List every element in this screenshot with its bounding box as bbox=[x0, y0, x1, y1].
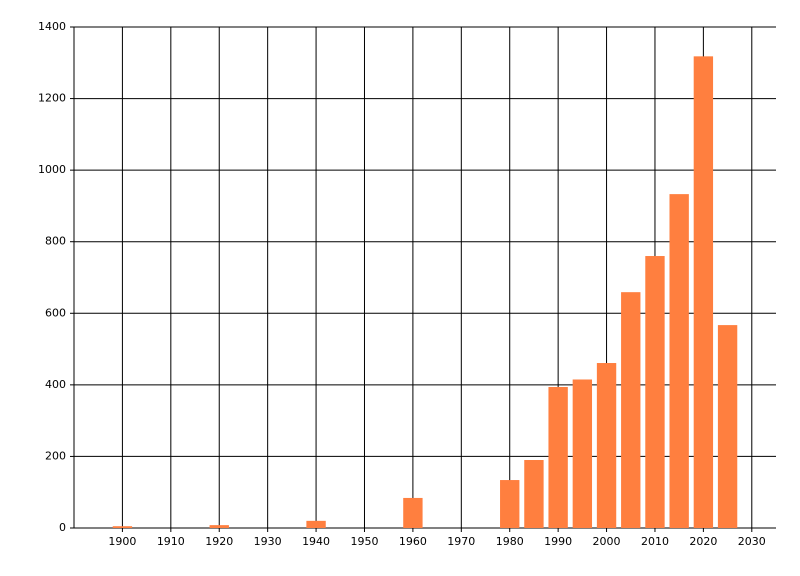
bar bbox=[112, 526, 133, 528]
x-tick-label: 1970 bbox=[447, 535, 475, 548]
bar bbox=[669, 194, 689, 528]
x-tick-label: 1990 bbox=[544, 535, 572, 548]
y-tick-label: 600 bbox=[45, 306, 66, 319]
bar bbox=[500, 480, 520, 528]
x-tick-label: 1920 bbox=[205, 535, 233, 548]
bar bbox=[717, 325, 738, 528]
x-tick-label: 1900 bbox=[108, 535, 136, 548]
x-tick-label: 1980 bbox=[496, 535, 524, 548]
bar bbox=[548, 387, 568, 528]
bar bbox=[209, 525, 229, 528]
bar bbox=[572, 379, 593, 528]
y-tick-label: 0 bbox=[59, 521, 66, 534]
x-tick-label: 2020 bbox=[689, 535, 717, 548]
y-tick-label: 1400 bbox=[38, 20, 66, 33]
y-tick-label: 200 bbox=[45, 449, 66, 462]
bar bbox=[403, 497, 423, 528]
bar bbox=[524, 460, 544, 528]
y-tick-label: 400 bbox=[45, 378, 66, 391]
x-tick-label: 1950 bbox=[350, 535, 378, 548]
x-tick-label: 1940 bbox=[302, 535, 330, 548]
bar bbox=[621, 292, 641, 528]
y-tick-label: 1000 bbox=[38, 163, 66, 176]
x-tick-label: 1930 bbox=[254, 535, 282, 548]
y-tick-label: 800 bbox=[45, 235, 66, 248]
x-tick-label: 2030 bbox=[738, 535, 766, 548]
bar bbox=[645, 256, 665, 528]
x-tick-label: 2000 bbox=[593, 535, 621, 548]
y-tick-label: 1200 bbox=[38, 92, 66, 105]
x-tick-label: 1960 bbox=[399, 535, 427, 548]
bar bbox=[306, 520, 326, 528]
x-tick-label: 1910 bbox=[157, 535, 185, 548]
x-tick-label: 2010 bbox=[641, 535, 669, 548]
bar bbox=[693, 56, 714, 528]
bar bbox=[596, 363, 617, 528]
